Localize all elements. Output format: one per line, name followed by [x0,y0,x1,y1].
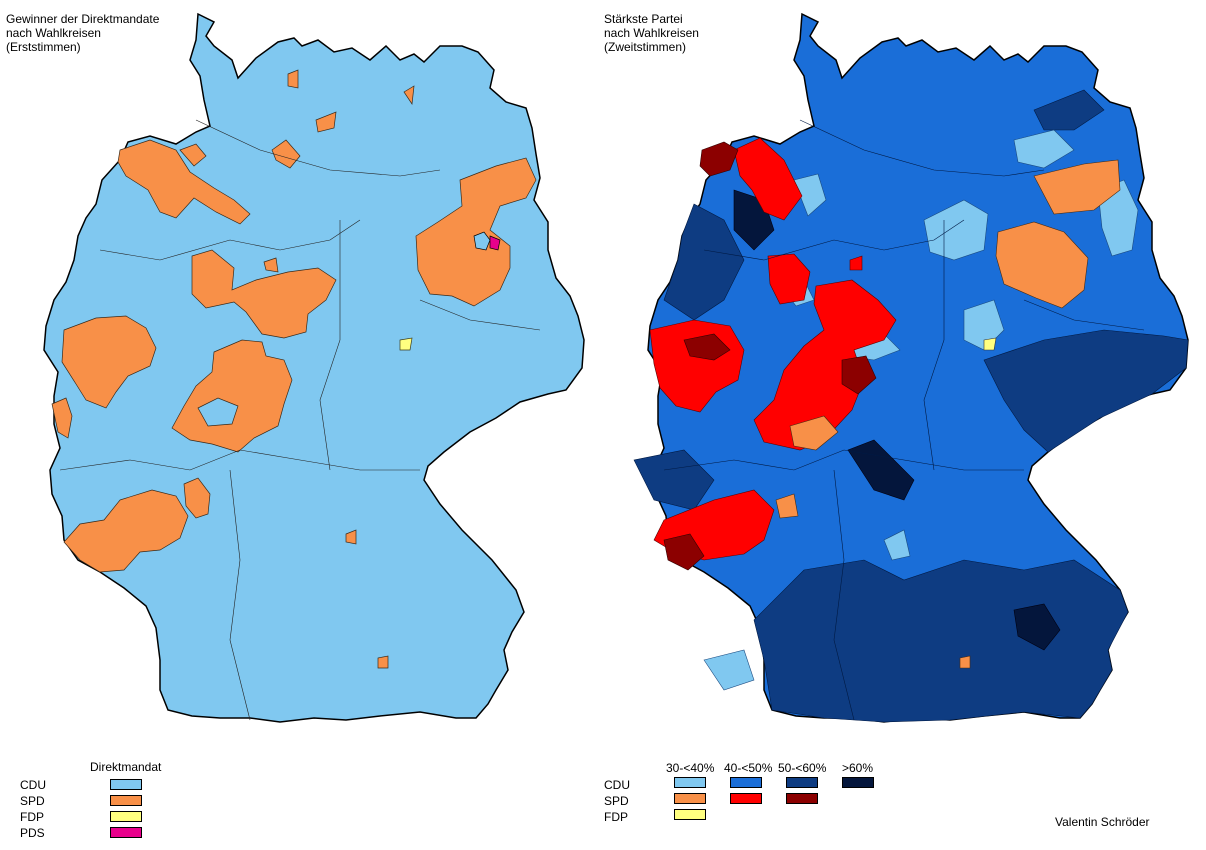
right-legend-swatch-spd-3 [786,793,818,804]
right-map-spd-darkred [663,141,877,571]
right-map-spd-orange [775,159,1121,669]
right-legend-swatch-spd-2 [730,793,762,804]
right-legend-label-fdp: FDP [604,810,628,824]
right-legend-swatch-spd-1 [674,793,706,804]
left-legend-label-fdp: FDP [20,810,44,824]
left-legend-swatch-pds [110,827,142,838]
right-map-spd-red [649,137,897,561]
left-legend-swatch-spd [110,795,142,806]
right-map-cdu-darkest [733,189,1061,651]
right-map [633,13,1189,723]
right-map-title: Stärkste Partei nach Wahlkreisen (Zweits… [604,12,699,54]
right-map-state-borders [663,119,1145,721]
right-legend-col-4: >60% [842,761,874,775]
left-legend-swatch-cdu [110,779,142,790]
left-legend-label-cdu: CDU [20,778,46,792]
left-map-spd-regions [51,69,537,669]
right-legend-swatch-cdu-3 [786,777,818,788]
right-legend-swatch-cdu-1 [674,777,706,788]
right-legend-swatch-cdu-2 [730,777,762,788]
left-map-state-borders [59,119,541,721]
left-map [43,13,585,723]
author-credit: Valentin Schröder [1055,815,1150,829]
right-legend-swatch-cdu-4 [842,777,874,788]
left-legend-label-pds: PDS [20,826,45,840]
left-map-title: Gewinner der Direktmandate nach Wahlkrei… [6,12,160,54]
left-legend-label-spd: SPD [20,794,45,808]
right-map-cdu-dark [633,89,1189,723]
right-legend-col-3: 50-<60% [778,761,827,775]
right-legend-col-1: 30-<40% [666,761,715,775]
right-legend-label-spd: SPD [604,794,629,808]
right-legend-label-cdu: CDU [604,778,630,792]
right-legend-col-2: 40-<50% [724,761,773,775]
left-legend-header: Direktmandat [90,760,162,774]
left-legend-swatch-fdp [110,811,142,822]
right-legend-swatch-fdp-1 [674,809,706,820]
